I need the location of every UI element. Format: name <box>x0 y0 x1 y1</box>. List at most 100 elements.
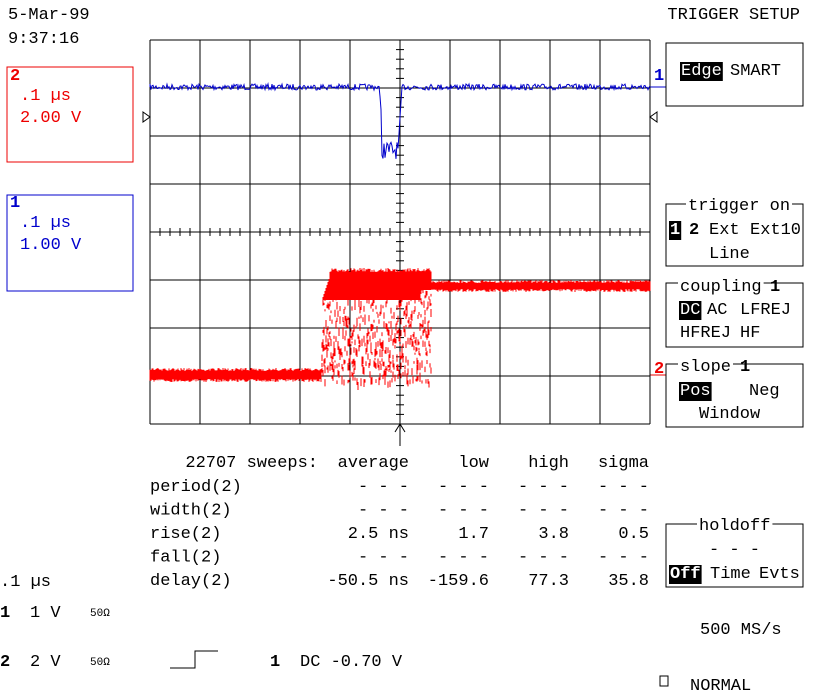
row-label: fall(2) <box>150 549 221 568</box>
column-header: low <box>458 454 489 473</box>
channel-timebase: .1 µs <box>20 87 71 106</box>
timebase: .1 µs <box>0 573 51 592</box>
channel-number: 1 <box>0 604 10 623</box>
channel-scale: 2 V <box>30 653 61 672</box>
menu-option[interactable]: Ext <box>709 221 740 240</box>
selection-highlight <box>679 301 702 320</box>
trigger-mode: NORMAL <box>690 677 751 696</box>
menu-title: slope <box>680 358 731 377</box>
menu-option[interactable]: Line <box>709 245 750 264</box>
row-label: period(2) <box>150 478 242 497</box>
menu-channel: 1 <box>740 358 750 377</box>
trace-marker: 2 <box>654 360 664 379</box>
column-header: 22707 sweeps: <box>185 454 318 473</box>
menu-option[interactable]: SMART <box>730 62 781 81</box>
menu-option[interactable]: Ext10 <box>750 221 801 240</box>
title-gap <box>678 280 764 295</box>
channel-impedance: 50Ω <box>90 657 110 669</box>
menu-option[interactable]: Pos <box>680 382 711 401</box>
menu-title: TRIGGER SETUP <box>667 6 800 25</box>
row-label: rise(2) <box>150 525 221 544</box>
cell: 0.5 <box>618 525 649 544</box>
trigger-arrow <box>394 423 406 446</box>
selection-highlight <box>669 221 682 240</box>
graticule <box>149 39 651 446</box>
date: 5-Mar-99 <box>8 6 90 25</box>
time: 9:37:16 <box>8 30 79 49</box>
menu-title: holdoff <box>699 517 770 536</box>
column-header: sigma <box>598 454 649 473</box>
channel-volts: 1.00 V <box>20 236 82 255</box>
menu-option[interactable]: HFREJ <box>680 324 731 343</box>
level-marker <box>142 111 658 123</box>
menu-option[interactable]: HF <box>740 324 760 343</box>
cell: - - - <box>518 502 569 521</box>
channel-box[interactable] <box>6 66 134 163</box>
channel-label: 2 <box>10 67 20 86</box>
menu-option[interactable]: Neg <box>749 382 780 401</box>
measurement-table: 22707 sweeps: average low high sigma period(2… <box>150 454 649 591</box>
cell: - - - <box>518 549 569 568</box>
cell: -50.5 ns <box>327 572 409 591</box>
cell: - - - <box>438 478 489 497</box>
cell: 35.8 <box>608 572 649 591</box>
cell: 1.7 <box>458 525 489 544</box>
channel-volts: 2.00 V <box>20 109 82 128</box>
cell: 77.3 <box>528 572 569 591</box>
menu-title: coupling <box>680 278 762 297</box>
menu-option[interactable]: Off <box>670 565 701 584</box>
menu-option[interactable]: Evts <box>759 565 800 584</box>
cell: 2.5 ns <box>348 525 409 544</box>
menu-title: trigger on <box>688 197 790 216</box>
mode-box <box>659 675 669 687</box>
title-gap <box>697 519 773 534</box>
trace-marker: 1 <box>654 67 664 86</box>
row-label: delay(2) <box>150 572 232 591</box>
edge-icon <box>170 650 218 669</box>
channel-timebase: .1 µs <box>20 214 71 233</box>
channel-impedance: 50Ω <box>90 608 110 620</box>
channel-label: 1 <box>10 194 20 213</box>
cell: - - - <box>598 502 649 521</box>
cell: - - - <box>598 478 649 497</box>
cell: 3.8 <box>538 525 569 544</box>
trigger-source: 1 <box>270 653 280 672</box>
waveforms <box>149 82 651 390</box>
cell: - - - <box>598 549 649 568</box>
holdoff-value: - - - <box>709 541 760 560</box>
menu-option[interactable]: AC <box>707 301 727 320</box>
channel-scale: 1 V <box>30 604 61 623</box>
cell: - - - <box>358 549 409 568</box>
menu-option[interactable]: Time <box>710 565 751 584</box>
selection-highlight <box>669 565 702 584</box>
menu-channel: 1 <box>770 278 780 297</box>
column-header: high <box>528 454 569 473</box>
cell: - - - <box>518 478 569 497</box>
menu-option[interactable]: Edge <box>681 62 722 81</box>
sample-rate: 500 MS/s <box>700 621 782 640</box>
cell: - - - <box>438 549 489 568</box>
title-gap <box>678 360 734 375</box>
menu-option[interactable]: 1 <box>670 221 680 240</box>
channel-2-trace <box>149 268 651 390</box>
menu-option[interactable]: LFREJ <box>740 301 791 320</box>
menu-option[interactable]: DC <box>680 301 700 320</box>
cell: - - - <box>358 502 409 521</box>
trigger-level: DC -0.70 V <box>300 653 403 672</box>
row-label: width(2) <box>150 502 232 521</box>
menu-option[interactable]: Window <box>699 405 761 424</box>
cell: - - - <box>438 502 489 521</box>
channel-box[interactable] <box>6 194 134 292</box>
cell: -159.6 <box>428 572 489 591</box>
menu-box[interactable] <box>665 42 804 107</box>
selection-highlight <box>680 62 723 81</box>
menu-box[interactable] <box>665 363 804 428</box>
column-header: average <box>338 454 409 473</box>
cell: - - - <box>358 478 409 497</box>
title-gap <box>686 199 793 214</box>
channel-number: 2 <box>0 653 10 672</box>
menu-option[interactable]: 2 <box>689 221 699 240</box>
